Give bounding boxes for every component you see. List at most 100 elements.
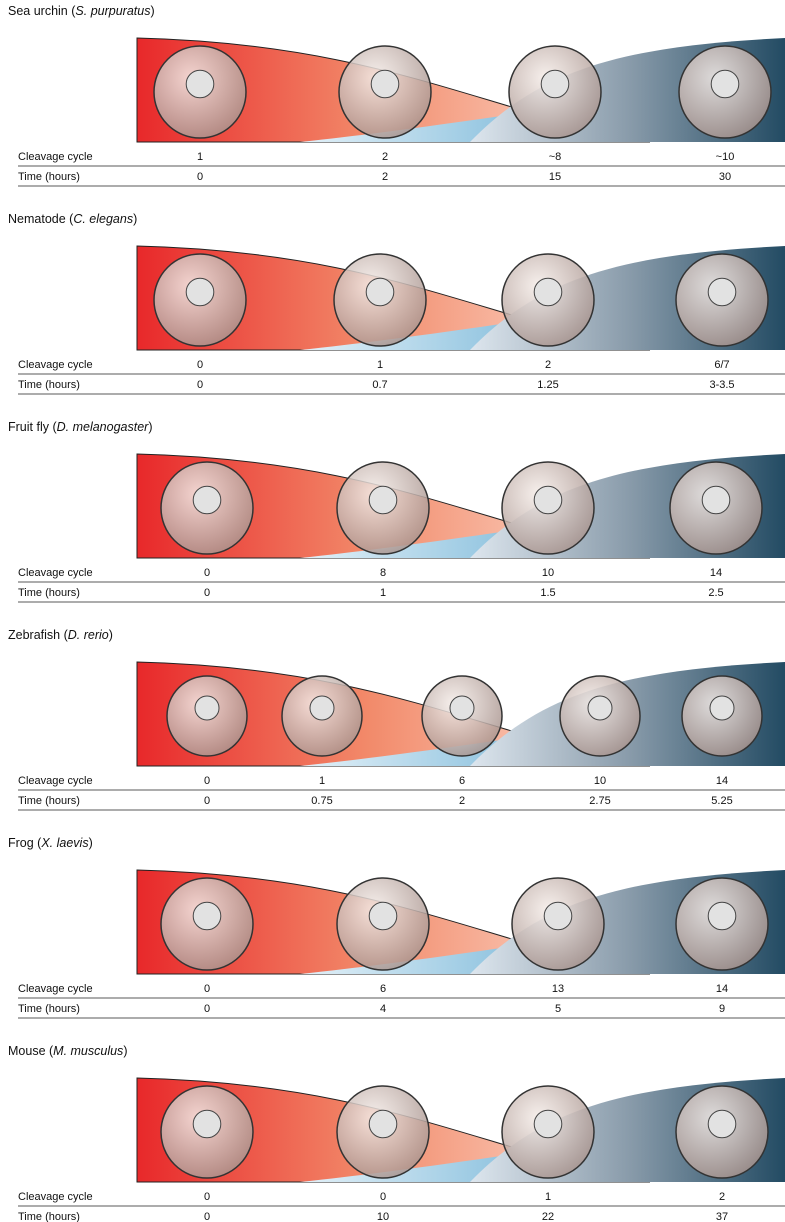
nucleus: [192, 1109, 222, 1139]
title-text: Frog (: [8, 836, 42, 850]
nucleus: [194, 695, 220, 721]
panel-title: Zebrafish (D. rerio): [8, 628, 113, 642]
row-value: 2: [382, 151, 388, 163]
nucleus: [709, 695, 735, 721]
row-value: 1: [380, 587, 386, 599]
row-label: Cleavage cycle: [18, 567, 93, 579]
row-value: 13: [552, 983, 564, 995]
species-name: C. elegans: [73, 212, 133, 226]
row-value: 1: [377, 359, 383, 371]
species-panel: Nematode (C. elegans) Cleavage cycle 0 1 2 6/…: [8, 212, 785, 395]
species-name: D. melanogaster: [57, 420, 150, 434]
row-value: 10: [377, 1211, 389, 1222]
nucleus: [192, 485, 222, 515]
row-value: 6: [459, 775, 465, 787]
panel-title: Frog (X. laevis): [8, 836, 93, 850]
nucleus: [707, 277, 737, 307]
row-value: 9: [719, 1003, 725, 1015]
title-text: Nematode (: [8, 212, 74, 226]
nucleus: [540, 69, 570, 99]
row-value: 5: [555, 1003, 561, 1015]
nucleus: [701, 485, 731, 515]
species-panel: Fruit fly (D. melanogaster) Cleavage cycl…: [8, 420, 785, 603]
row-value: 15: [549, 171, 561, 183]
species-panel: Zebrafish (D. rerio) Cleavage cycle 0 1 6 10 1…: [8, 628, 785, 811]
species-name: M. musculus: [53, 1044, 123, 1058]
row-label: Time (hours): [18, 795, 80, 807]
row-value: 0: [204, 1211, 210, 1222]
row-value: 14: [710, 567, 722, 579]
row-value: 5.25: [711, 795, 732, 807]
row-value: 1: [197, 151, 203, 163]
row-value: 0: [197, 359, 203, 371]
row-value: 6/7: [714, 359, 729, 371]
nucleus: [449, 695, 475, 721]
row-value: 0.75: [311, 795, 332, 807]
row-value: 4: [380, 1003, 386, 1015]
title-text: ): [148, 420, 152, 434]
nucleus: [710, 69, 740, 99]
row-label: Cleavage cycle: [18, 775, 93, 787]
row-value: 2: [545, 359, 551, 371]
row-value: 14: [716, 983, 728, 995]
title-text: Zebrafish (: [8, 628, 69, 642]
title-text: Fruit fly (: [8, 420, 57, 434]
species-name: D. rerio: [68, 628, 109, 642]
row-label: Cleavage cycle: [18, 983, 93, 995]
row-value: 37: [716, 1211, 728, 1222]
row-value: 10: [594, 775, 606, 787]
panel-title: Mouse (M. musculus): [8, 1044, 127, 1058]
row-value: 2: [382, 171, 388, 183]
row-value: ~10: [716, 151, 735, 163]
row-value: 0: [380, 1191, 386, 1203]
nucleus: [368, 901, 398, 931]
row-value: 10: [542, 567, 554, 579]
row-label: Time (hours): [18, 1003, 80, 1015]
row-value: 1.25: [537, 379, 558, 391]
panel-title: Fruit fly (D. melanogaster): [8, 420, 153, 434]
species-name: X. laevis: [40, 836, 88, 850]
nucleus: [370, 69, 400, 99]
row-value: 0: [204, 567, 210, 579]
title-text: ): [89, 836, 93, 850]
row-value: ~8: [549, 151, 562, 163]
row-value: 1.5: [540, 587, 555, 599]
nucleus: [707, 1109, 737, 1139]
nucleus: [707, 901, 737, 931]
title-text: ): [133, 212, 137, 226]
nucleus: [543, 901, 573, 931]
title-text: ): [109, 628, 113, 642]
row-value: 8: [380, 567, 386, 579]
row-value: 22: [542, 1211, 554, 1222]
row-value: 1: [545, 1191, 551, 1203]
row-value: 1: [319, 775, 325, 787]
species-panel: Mouse (M. musculus) Cleavage cycle 0 0 1 2 Tim…: [8, 1044, 785, 1222]
nucleus: [192, 901, 222, 931]
row-value: 0.7: [372, 379, 387, 391]
nucleus: [368, 1109, 398, 1139]
nucleus: [533, 1109, 563, 1139]
row-label: Time (hours): [18, 379, 80, 391]
row-label: Cleavage cycle: [18, 1191, 93, 1203]
panel-title: Sea urchin (S. purpuratus): [8, 4, 155, 18]
row-value: 0: [204, 1191, 210, 1203]
title-text: Sea urchin (: [8, 4, 76, 18]
row-label: Cleavage cycle: [18, 359, 93, 371]
panel-title: Nematode (C. elegans): [8, 212, 137, 226]
nucleus: [533, 485, 563, 515]
row-value: 30: [719, 171, 731, 183]
row-value: 3-3.5: [709, 379, 734, 391]
title-text: ): [150, 4, 154, 18]
title-text: Mouse (: [8, 1044, 54, 1058]
row-value: 0: [204, 795, 210, 807]
row-label: Time (hours): [18, 1211, 80, 1222]
row-value: 2: [719, 1191, 725, 1203]
nucleus: [309, 695, 335, 721]
species-name: S. purpuratus: [75, 4, 150, 18]
species-panel: Frog (X. laevis) Cleavage cycle 0 6 13 14 Time…: [8, 836, 785, 1019]
row-value: 2.5: [708, 587, 723, 599]
row-label: Cleavage cycle: [18, 151, 93, 163]
title-text: ): [123, 1044, 127, 1058]
row-label: Time (hours): [18, 587, 80, 599]
